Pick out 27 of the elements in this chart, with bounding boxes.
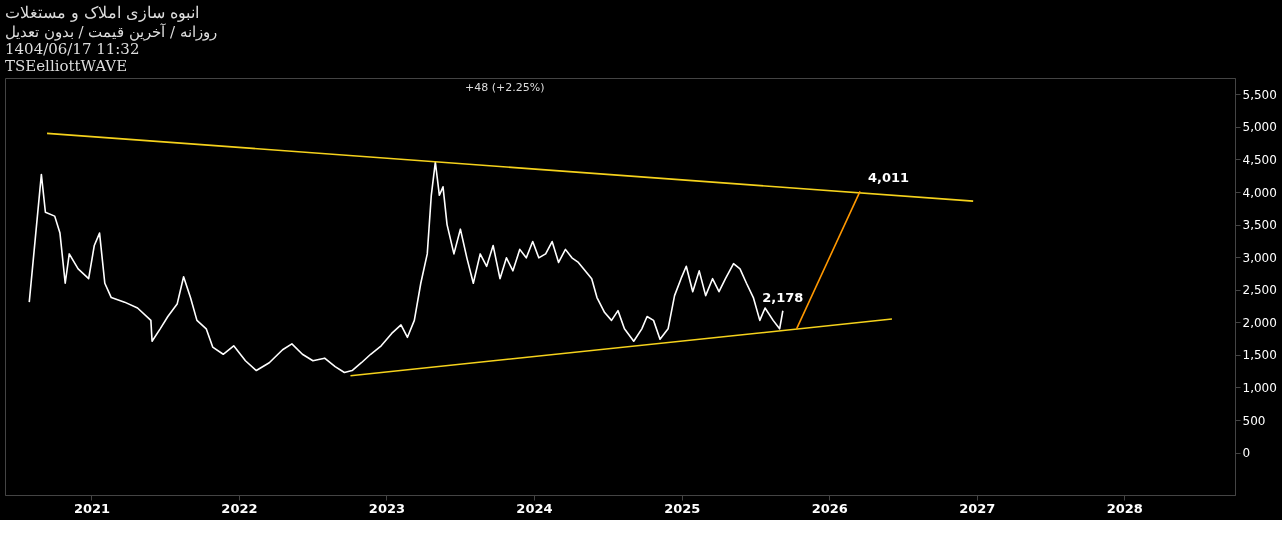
x-tick-label: 2023: [368, 500, 406, 516]
y-tick-label: 1,500: [1242, 348, 1277, 363]
x-tick-label: 2025: [664, 500, 701, 516]
y-tick-label: 1,000: [1242, 380, 1277, 395]
chart-subtitle: روزانه / آخرین قیمت / بدون تعدیل: [5, 23, 217, 41]
y-tick-label: 4,500: [1242, 152, 1277, 167]
y-tick-label: 500: [1242, 413, 1266, 428]
y-tick-label: 3,000: [1242, 250, 1277, 265]
x-tick-label: 2021: [73, 500, 111, 516]
annotation: 2,178: [762, 289, 804, 305]
x-tick-label: 2026: [811, 500, 848, 516]
x-tick-label: 2024: [516, 500, 553, 516]
annotation: +48 (+2.25%): [465, 81, 545, 94]
x-tick-label: 2022: [221, 500, 258, 516]
chart-title: انبوه سازی املاک و مستغلات: [5, 3, 200, 22]
x-tick-label: 2027: [959, 500, 996, 516]
text: 1404/06/17 11:32: [5, 40, 140, 58]
annotation: 4,011: [868, 170, 910, 186]
y-tick-label: 4,000: [1242, 185, 1277, 200]
y-tick-label: 5,500: [1242, 87, 1277, 102]
y-tick-label: 3,500: [1242, 218, 1277, 233]
x-tick-label: 2028: [1106, 500, 1143, 516]
y-tick-label: 0: [1242, 446, 1251, 461]
y-tick-label: 5,000: [1242, 120, 1277, 135]
text: TSEelliottWAVE: [5, 57, 128, 75]
y-tick-label: 2,500: [1242, 283, 1277, 298]
y-tick-label: 2,000: [1242, 315, 1277, 330]
